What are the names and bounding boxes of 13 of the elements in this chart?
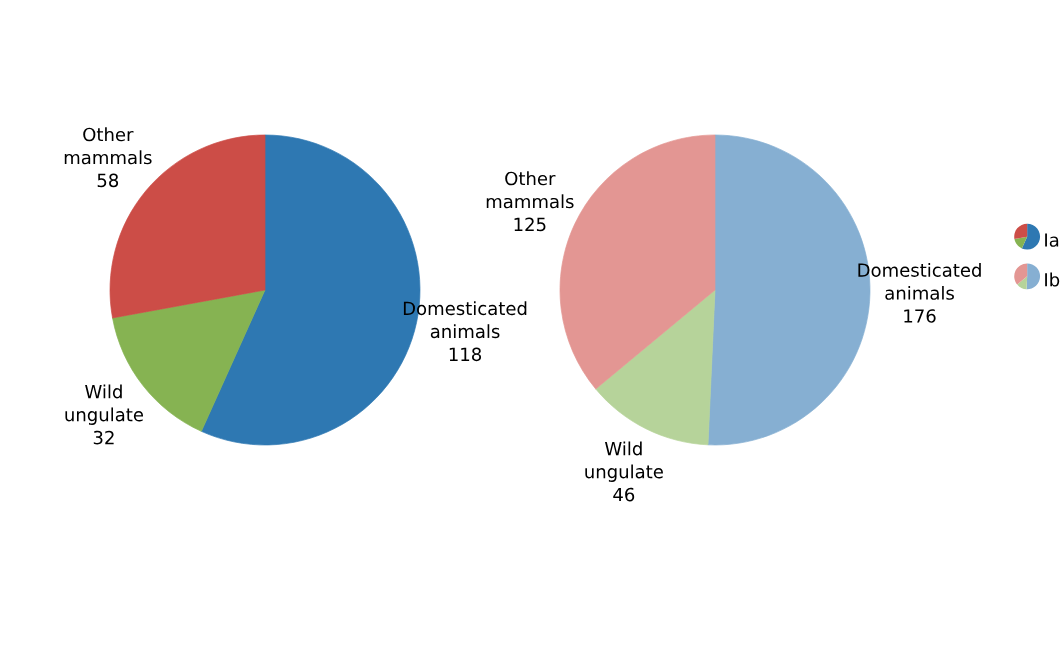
data-label: 118 — [449, 347, 482, 362]
slice-label: Other mammals — [64, 127, 152, 165]
slice-label: Wild ungulate — [65, 384, 144, 425]
data-label: 32 — [93, 430, 114, 445]
slice-label: Domesticated animals — [858, 262, 981, 300]
data-label: 46 — [613, 487, 635, 502]
slice-label: Other mammals — [486, 171, 574, 209]
data-label: 176 — [904, 309, 936, 323]
legend-label: Ib — [1045, 272, 1060, 287]
slice-label: Wild ungulate — [585, 441, 663, 482]
data-label: 58 — [97, 173, 119, 188]
data-label: 125 — [514, 217, 546, 232]
legend-label: Ia — [1045, 233, 1059, 247]
